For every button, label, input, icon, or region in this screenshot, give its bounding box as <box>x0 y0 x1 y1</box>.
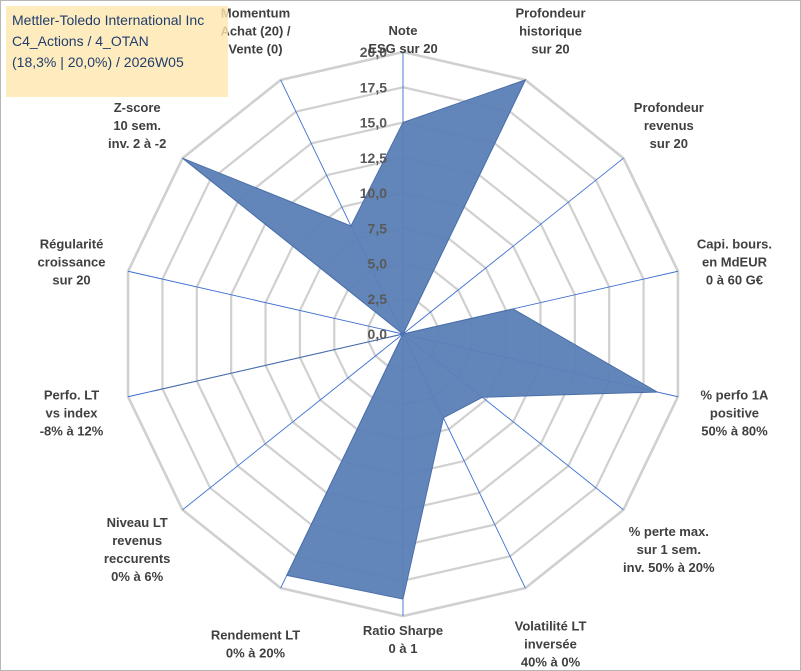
tick-label: 10,0 <box>360 185 387 201</box>
tick-label: 17,5 <box>360 79 387 95</box>
radar-series <box>152 79 660 600</box>
tick-label: 2,5 <box>368 291 388 307</box>
axis-spoke <box>182 333 404 511</box>
period-info: (18,3% | 20,0%) / 2026W05 <box>12 54 184 70</box>
tick-label: 7,5 <box>368 220 388 236</box>
axis-label: Profondeur historique sur 20 <box>515 6 585 57</box>
axis-label: % perte max. sur 1 sem. inv. 50% à 20% <box>623 524 715 575</box>
radar-tick-labels: 0,0 2,5 5,0 7,5 10,0 12,5 15,0 17,5 20,0 <box>360 44 387 342</box>
tick-label: 15,0 <box>360 115 387 131</box>
radar-axis-labels: Note ESG sur 20 Profondeur historique sur 20… <box>38 6 772 670</box>
axis-spoke <box>402 157 624 335</box>
tick-label: 20,0 <box>360 44 387 60</box>
axis-label: Profondeur revenus sur 20 <box>634 100 704 151</box>
axis-label: Rendement LT 0% à 20% <box>211 627 300 660</box>
axis-label: Régularité croissance sur 20 <box>38 236 106 287</box>
tick-label: 12,5 <box>360 150 387 166</box>
axis-label: Note ESG sur 20 <box>368 23 437 56</box>
info-box: Mettler-Toledo International Inc C4_Acti… <box>6 6 228 97</box>
series-area <box>152 79 660 600</box>
tick-label: 0,0 <box>368 326 388 342</box>
axis-label: % perfo 1A positive 50% à 80% <box>701 388 770 439</box>
portfolio-code: C4_Actions / 4_OTAN <box>12 33 149 49</box>
axis-label: Niveau LT revenus reccurents 0% à 6% <box>104 515 170 584</box>
axis-label: Capi. bours. en MdEUR 0 à 60 G€ <box>697 236 772 287</box>
axis-label: Momentum Achat (20) / Vente (0) <box>220 6 290 57</box>
axis-label: Volatilité LT inversée 40% à 0% <box>515 618 587 669</box>
tick-label: 5,0 <box>368 256 388 272</box>
axis-label: Ratio Sharpe 0 à 1 <box>363 623 443 656</box>
axis-spoke <box>127 270 404 335</box>
axis-label: Z-score 10 sem. inv. 2 à -2 <box>108 100 166 151</box>
company-name: Mettler-Toledo International Inc <box>12 12 205 28</box>
axis-label: Perfo. LT vs index -8% à 12% <box>40 388 104 439</box>
